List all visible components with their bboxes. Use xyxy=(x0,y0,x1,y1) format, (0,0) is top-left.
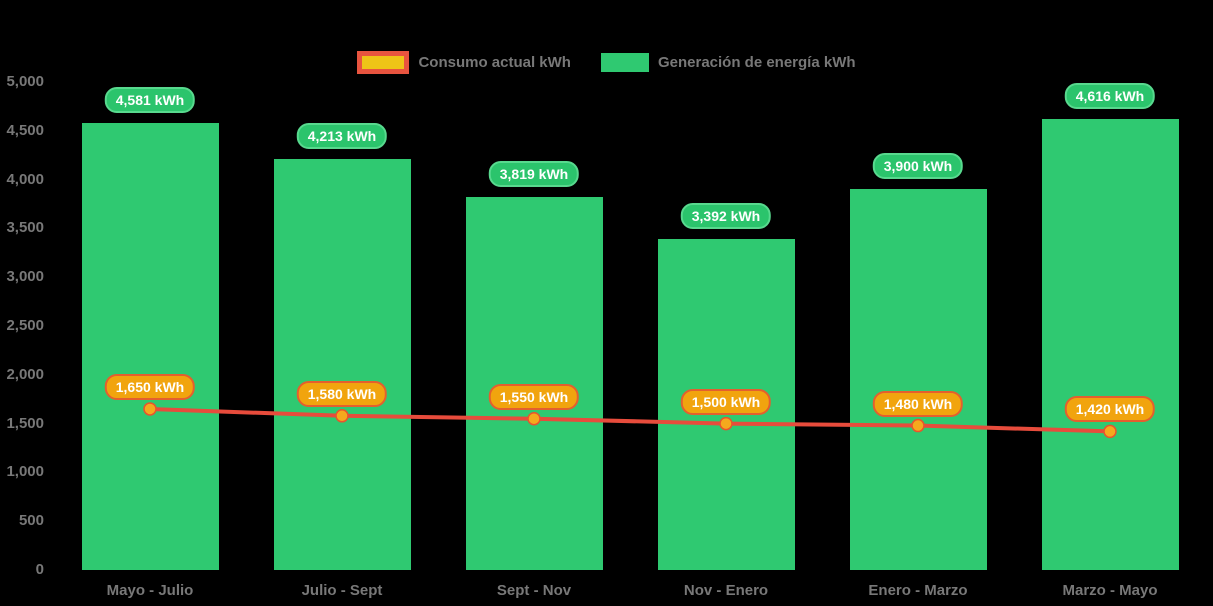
bar-value-label: 3,392 kWh xyxy=(680,202,772,229)
bar-2[interactable] xyxy=(273,158,411,570)
line-point-1[interactable] xyxy=(143,402,157,416)
line-point-6[interactable] xyxy=(1103,424,1117,439)
line-point-4[interactable] xyxy=(719,416,733,431)
legend-item-generacion[interactable]: Generación de energía kWh xyxy=(600,52,856,72)
line-value-label: 1,420 kWh xyxy=(1064,396,1156,423)
bar-5[interactable] xyxy=(849,189,987,570)
y-tick-label: 3,500 xyxy=(6,219,44,237)
bar-value-label: 4,581 kWh xyxy=(104,86,196,113)
x-tick-label: Nov - Enero xyxy=(683,582,769,599)
x-tick-label: Mayo - Julio xyxy=(106,582,194,599)
legend-label: Consumo actual kWh xyxy=(418,53,571,71)
bar-value-label: 4,213 kWh xyxy=(296,122,388,149)
bar-value-label: 3,900 kWh xyxy=(872,153,964,180)
line-value-label: 1,550 kWh xyxy=(488,383,580,410)
y-tick-label: 1,500 xyxy=(6,414,44,432)
legend-item-consumo[interactable]: Consumo actual kWh xyxy=(357,50,571,74)
line-value-label: 1,650 kWh xyxy=(104,373,196,400)
bar-1[interactable] xyxy=(81,122,219,570)
x-tick-label: Enero - Marzo xyxy=(868,582,968,599)
y-tick-label: 1,000 xyxy=(6,463,44,481)
y-tick-label: 2,000 xyxy=(6,365,44,383)
consumo-swatch-icon xyxy=(357,50,410,74)
y-tick-label: 500 xyxy=(18,512,44,530)
x-tick-label: Julio - Sept xyxy=(301,582,383,599)
line-point-2[interactable] xyxy=(335,409,349,423)
y-tick-label: 0 xyxy=(35,561,44,578)
consumption-line xyxy=(149,406,1111,434)
generacion-swatch-icon xyxy=(600,52,649,72)
bar-3[interactable] xyxy=(465,197,603,570)
line-value-label: 1,500 kWh xyxy=(680,388,772,415)
line-point-3[interactable] xyxy=(527,411,541,426)
line-point-5[interactable] xyxy=(911,418,925,433)
bar-6[interactable] xyxy=(1041,119,1179,570)
y-tick-label: 5,000 xyxy=(6,73,44,90)
line-value-label: 1,480 kWh xyxy=(872,390,964,417)
bar-value-label: 3,819 kWh xyxy=(488,161,580,188)
y-tick-label: 3,000 xyxy=(6,268,44,286)
legend: Consumo actual kWh Generación de energía … xyxy=(0,48,1213,76)
y-tick-label: 4,000 xyxy=(6,170,44,188)
y-tick-label: 2,500 xyxy=(6,317,44,334)
bar-value-label: 4,616 kWh xyxy=(1064,83,1156,110)
line-value-label: 1,580 kWh xyxy=(296,380,388,407)
x-tick-label: Sept - Nov xyxy=(496,582,572,599)
y-tick-label: 4,500 xyxy=(6,121,44,139)
legend-label: Generación de energía kWh xyxy=(657,53,856,71)
x-tick-label: Marzo - Mayo xyxy=(1062,582,1158,599)
